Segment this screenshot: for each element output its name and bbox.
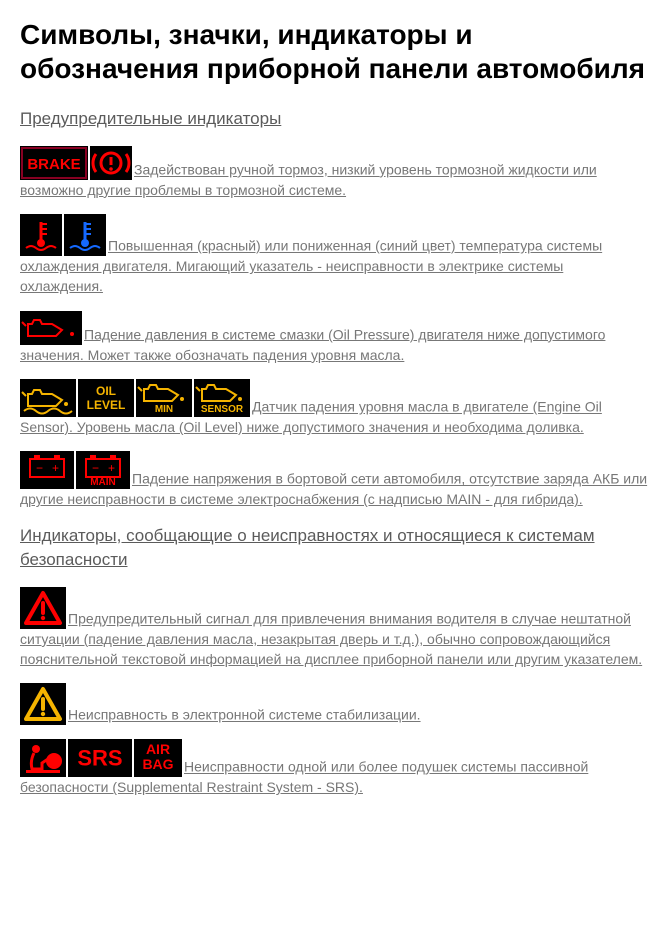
indicator-entry: Неисправность в электронной системе стаб… (20, 683, 650, 725)
indicator-entry: OILLEVELMINSENSORДатчик падения уровня м… (20, 379, 650, 437)
battery-label-icon: −+ MAIN (76, 451, 130, 489)
indicator-entry: BRAKEЗадействован ручной тормоз, низкий … (20, 146, 650, 200)
battery-icon: −+ (20, 451, 74, 489)
temp-icon (20, 214, 62, 256)
svg-text:−: − (36, 461, 43, 475)
brake-circle-icon (90, 146, 132, 180)
svg-text:MIN: MIN (155, 404, 173, 415)
temp-icon (64, 214, 106, 256)
indicator-entry: Повышенная (красный) или пониженная (син… (20, 214, 650, 297)
svg-text:LEVEL: LEVEL (87, 398, 126, 412)
warning-triangle-icon (20, 683, 66, 725)
indicator-entry: SRSAIRBAGНеисправности одной или более п… (20, 739, 650, 797)
section-heading: Предупредительные индикаторы (20, 107, 650, 132)
oilcan-label-icon: SENSOR (194, 379, 250, 417)
section-heading: Индикаторы, сообщающие о неисправностях … (20, 524, 650, 573)
indicator-entry: −+−+MAINПадение напряжения в бортовой се… (20, 451, 650, 509)
svg-text:SRS: SRS (77, 746, 122, 771)
text-badge-icon: SRS (68, 739, 132, 777)
content-region: Предупредительные индикаторы BRAKEЗадейст… (20, 107, 650, 798)
svg-text:−: − (92, 461, 99, 475)
indicator-description[interactable]: Неисправность в электронной системе стаб… (68, 707, 421, 723)
svg-text:SENSOR: SENSOR (201, 404, 244, 415)
indicator-description[interactable]: Повышенная (красный) или пониженная (син… (20, 238, 602, 295)
page-title: Символы, значки, индикаторы и обозначени… (20, 18, 650, 85)
indicator-entry: Падение давления в системе смазки (Oil P… (20, 311, 650, 365)
indicator-entry: Предупредительный сигнал для привлечения… (20, 587, 650, 670)
warning-triangle-icon (20, 587, 66, 629)
oilcan-wave-icon (20, 379, 76, 417)
indicator-description[interactable]: Падение давления в системе смазки (Oil P… (20, 326, 605, 362)
svg-text:MAIN: MAIN (90, 477, 116, 488)
indicator-description[interactable]: Предупредительный сигнал для привлечения… (20, 611, 642, 668)
svg-text:+: + (108, 461, 115, 475)
svg-text:BRAKE: BRAKE (27, 156, 80, 173)
svg-text:AIR: AIR (146, 741, 170, 757)
oilcan-icon (20, 311, 82, 345)
airbag-figure-icon (20, 739, 66, 777)
oilcan-label-icon: MIN (136, 379, 192, 417)
svg-text:+: + (52, 461, 59, 475)
brake-text-icon: BRAKE (20, 146, 88, 180)
text-badge-2l-icon: AIRBAG (134, 739, 182, 777)
svg-text:BAG: BAG (142, 756, 173, 772)
svg-text:OIL: OIL (96, 384, 116, 398)
oil-label-icon: OILLEVEL (78, 379, 134, 417)
